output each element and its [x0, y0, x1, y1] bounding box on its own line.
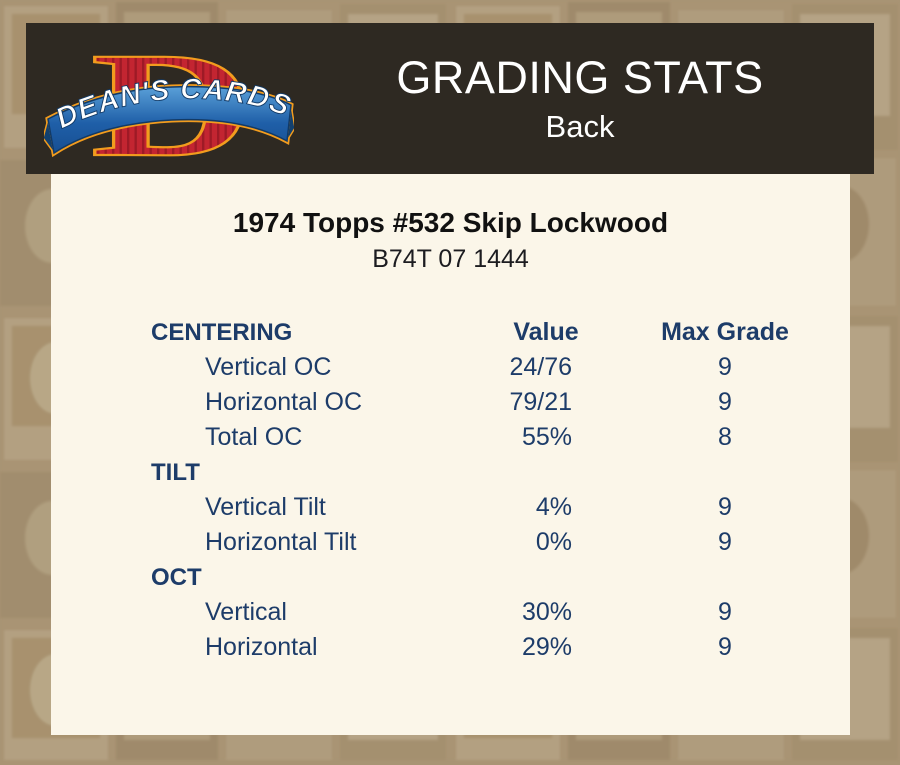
column-header-max-grade: Max Grade: [661, 318, 789, 346]
row-max-grade: 9: [718, 493, 732, 521]
row-value: 0%: [535, 528, 572, 556]
row-value: 4%: [535, 493, 572, 521]
table-row-vertical-tilt: Vertical Tilt 4% 9: [151, 490, 789, 525]
row-label: Total OC: [205, 423, 303, 451]
deans-cards-logo-graphic: D DEAN'S CARDS: [42, 21, 296, 189]
row-value: 29%: [521, 633, 572, 661]
table-row-vertical-oc: Vertical OC 24/76 9: [151, 350, 789, 385]
section-label-centering: CENTERING: [151, 319, 293, 346]
section-row-tilt: TILT: [151, 455, 789, 490]
stats-panel: 1974 Topps #532 Skip Lockwood B74T 07 14…: [51, 174, 850, 735]
row-label: Horizontal OC: [205, 388, 362, 416]
row-max-grade: 9: [718, 633, 732, 661]
section-label-tilt: TILT: [151, 459, 200, 486]
grading-table: CENTERING Value Max Grade Vertical OC 24…: [151, 315, 789, 665]
card-title: 1974 Topps #532 Skip Lockwood: [232, 207, 669, 238]
table-row-horizontal-oc: Horizontal OC 79/21 9: [151, 385, 789, 420]
row-max-grade: 8: [718, 423, 732, 451]
row-value: 30%: [521, 598, 572, 626]
row-max-grade: 9: [718, 598, 732, 626]
row-label: Vertical Tilt: [205, 493, 326, 521]
row-label: Horizontal Tilt: [205, 528, 357, 556]
table-header-row: CENTERING Value Max Grade: [151, 315, 789, 350]
row-max-grade: 9: [718, 528, 732, 556]
section-label-oct: OCT: [151, 564, 202, 591]
row-label: Vertical: [205, 598, 287, 626]
header-bar: D DEAN'S CARDS GRADING STATS Back: [26, 21, 874, 189]
table-row-oct-vertical: Vertical 30% 9: [151, 595, 789, 630]
table-row-horizontal-tilt: Horizontal Tilt 0% 9: [151, 525, 789, 560]
table-row-oct-horizontal: Horizontal 29% 9: [151, 630, 789, 665]
row-label: Horizontal: [205, 633, 318, 661]
row-value: 79/21: [509, 388, 572, 416]
header-text-block: GRADING STATS Back: [286, 51, 874, 147]
card-side-label: Back: [545, 108, 615, 144]
table-row-total-oc: Total OC 55% 8: [151, 420, 789, 455]
row-max-grade: 9: [718, 353, 732, 381]
row-value: 24/76: [509, 353, 572, 381]
column-header-value: Value: [513, 318, 579, 346]
section-row-oct: OCT: [151, 560, 789, 595]
deans-cards-logo[interactable]: D DEAN'S CARDS: [42, 21, 296, 189]
row-value: 55%: [521, 423, 572, 451]
page-title: GRADING STATS: [396, 51, 764, 103]
card-serial-number: B74T 07 1444: [372, 245, 529, 273]
row-label: Vertical OC: [205, 353, 332, 381]
row-max-grade: 9: [718, 388, 732, 416]
